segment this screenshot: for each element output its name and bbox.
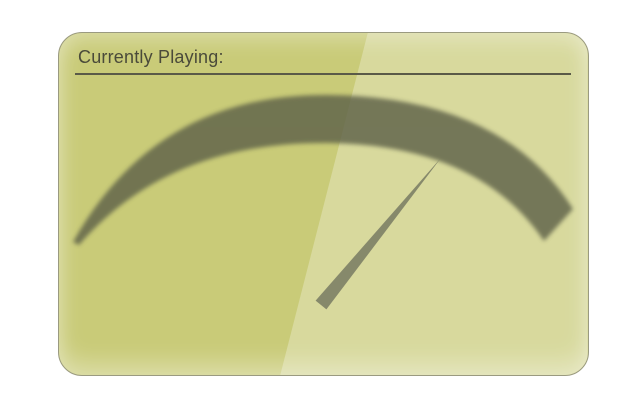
now-playing-panel: Currently Playing: bbox=[58, 32, 589, 376]
meter-needle bbox=[315, 157, 442, 310]
vu-meter bbox=[73, 94, 573, 310]
title-divider bbox=[75, 73, 571, 75]
currently-playing-label: Currently Playing: bbox=[78, 47, 224, 67]
meter-arc bbox=[73, 94, 573, 245]
